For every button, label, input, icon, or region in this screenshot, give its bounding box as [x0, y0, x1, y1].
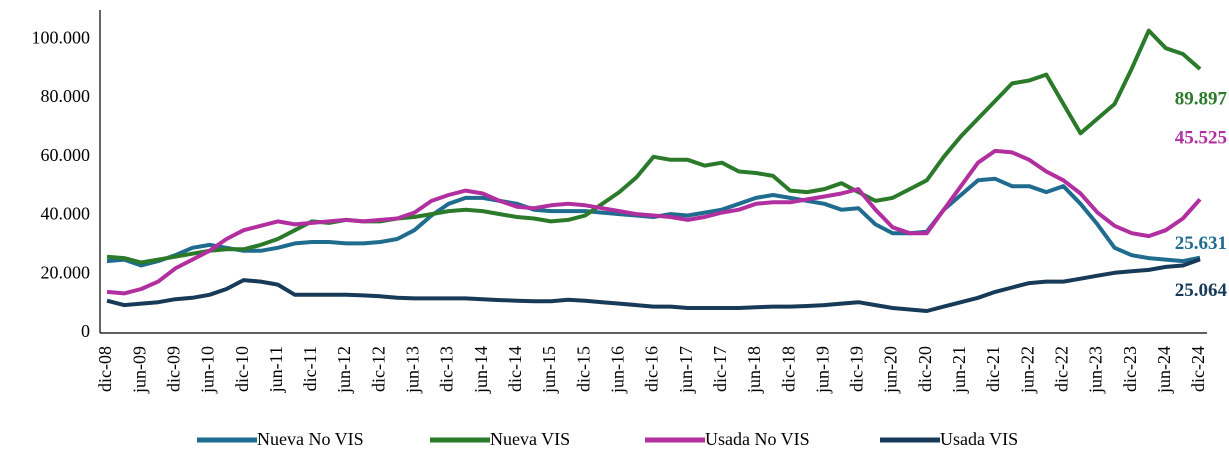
x-tick-label: dic-15: [573, 346, 593, 392]
value-label: 45.525: [1175, 128, 1227, 149]
x-tick-label: dic-14: [505, 346, 525, 392]
x-tick-label: dic-19: [847, 346, 867, 392]
x-tick-label: jun-11: [266, 346, 286, 393]
x-tick-label: jun-10: [198, 346, 218, 394]
legend-label: Usada VIS: [940, 429, 1018, 449]
x-tick-label: dic-23: [1120, 346, 1140, 392]
y-tick-label: 40.000: [41, 204, 91, 224]
x-tick-label: jun-21: [949, 346, 969, 394]
y-tick-label: 60.000: [41, 145, 91, 165]
x-tick-label: dic-18: [778, 346, 798, 392]
x-tick-label: dic-11: [300, 346, 320, 391]
x-tick-label: jun-15: [539, 346, 559, 394]
x-tick-label: dic-10: [232, 346, 252, 392]
value-label: 25.631: [1175, 233, 1227, 254]
x-tick-label: dic-21: [983, 346, 1003, 392]
x-tick-label: dic-20: [915, 346, 935, 392]
legend-label: Nueva VIS: [490, 429, 570, 449]
x-tick-label: dic-17: [710, 346, 730, 392]
series-line: [106, 28, 1202, 265]
x-tick-label: dic-12: [368, 346, 388, 392]
y-tick-label: 0: [81, 321, 90, 341]
legend-label: Nueva No VIS: [257, 429, 364, 449]
value-label: 89.897: [1175, 88, 1228, 109]
x-tick-label: jun-19: [812, 346, 832, 394]
x-tick-label: dic-09: [163, 346, 183, 392]
x-tick-label: dic-16: [642, 346, 662, 392]
x-tick-label: jun-22: [1017, 346, 1037, 394]
x-tick-label: jun-16: [607, 346, 627, 394]
value-label: 25.064: [1175, 280, 1228, 301]
x-tick-label: dic-24: [1188, 346, 1208, 392]
x-tick-label: jun-12: [334, 346, 354, 394]
x-tick-label: dic-13: [437, 346, 457, 392]
x-tick-label: jun-13: [403, 346, 423, 394]
y-tick-label: 80.000: [41, 86, 91, 106]
series-line: [106, 257, 1201, 313]
series-line: [106, 148, 1202, 296]
x-tick-label: jun-24: [1154, 346, 1174, 394]
x-tick-label: jun-09: [129, 346, 149, 394]
x-tick-label: dic-22: [1052, 346, 1072, 392]
x-tick-label: jun-17: [676, 346, 696, 394]
x-tick-label: dic-08: [95, 346, 115, 392]
y-tick-label: 100.000: [32, 27, 91, 47]
x-tick-label: jun-20: [881, 346, 901, 394]
x-tick-label: jun-23: [1086, 346, 1106, 394]
x-tick-label: jun-18: [744, 346, 764, 394]
y-tick-label: 20.000: [41, 262, 91, 282]
x-tick-label: jun-14: [471, 346, 491, 394]
legend-label: Usada No VIS: [705, 429, 810, 449]
